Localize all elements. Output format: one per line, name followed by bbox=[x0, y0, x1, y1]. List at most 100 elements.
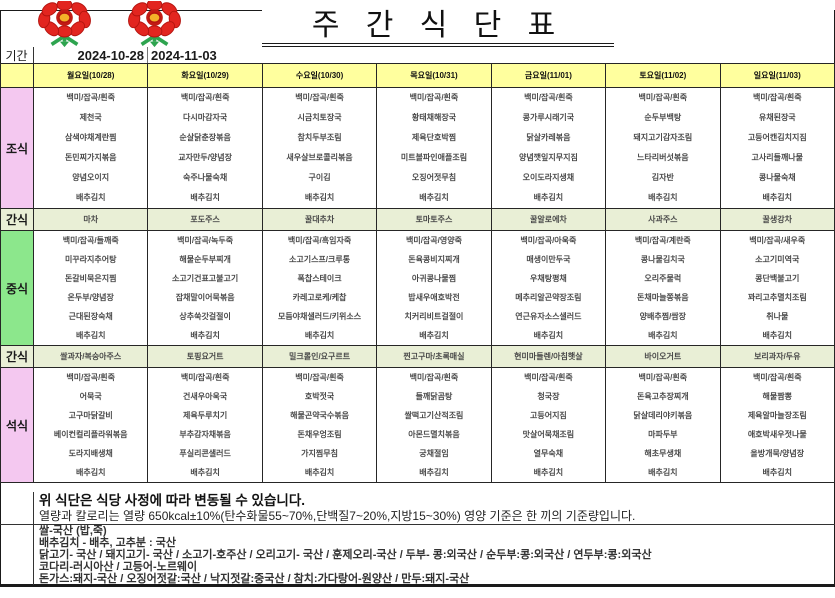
menu-item: 마파두부 bbox=[648, 430, 678, 439]
menu-item: 콩나물김치국 bbox=[640, 255, 685, 264]
menu-item: 백미/잡곡/흰죽 bbox=[66, 373, 116, 382]
snack1-row: 간식 마차 포도주스 꿀대추차 토마토주스 꿀알로에차 사과주스 꿀생강차 bbox=[0, 208, 835, 231]
menu-item: 가지찜무침 bbox=[301, 449, 338, 458]
period-end-date: 2024-11-03 bbox=[151, 47, 217, 63]
lunch-cell: 백미/잡곡/영양죽 돈육콩비지찌개 아귀콩나물찜 밥새우애호박전 치커리비트걸절이 배추김… bbox=[376, 230, 492, 346]
row-label-breakfast: 조식 bbox=[0, 87, 34, 209]
menu-item: 열무숙채 bbox=[533, 449, 564, 458]
menu-item: 배추김치 bbox=[190, 193, 220, 202]
snack2-cell: 토핑요거트 bbox=[147, 345, 263, 368]
lunch-cell: 백미/잡곡/새우죽 소고기미역국 콩단백불고기 꽈리고추멸치조림 취나물 배추김치 bbox=[719, 230, 835, 346]
period-row: 기간 2024-10-28 2024-11-03 bbox=[0, 47, 835, 63]
menu-item: 소고기스프/크루통 bbox=[289, 255, 351, 264]
menu-item: 오징어젓무침 bbox=[411, 173, 457, 182]
menu-item: 닭살카레볶음 bbox=[526, 133, 571, 142]
dinner-cell: 백미/잡곡/흰죽 들깨닭곰탕 쌀떡고기산적조림 아몬드멸치볶음 궁채절임 배추김치 bbox=[376, 367, 492, 483]
menu-item: 제육두루치기 bbox=[183, 411, 228, 420]
flower-icon bbox=[112, 1, 197, 49]
origin-line: 돈가스:돼지-국산 / 오징어젓갈:국산 / 낙지젓갈:중국산 / 참치:가다랑… bbox=[39, 573, 470, 585]
day-header: 일요일(11/03) bbox=[719, 63, 835, 88]
menu-item: 배추김치 bbox=[419, 193, 449, 202]
breakfast-cell: 백미/잡곡/흰죽 콩가루시래기국 닭살카레볶음 양념깻잎지무지짐 오이도라지생채 배추김치 bbox=[490, 87, 607, 209]
footer-notice: 위 식단은 식당 사정에 따라 변동될 수 있습니다. 열량과 칼로리는 열량 … bbox=[0, 492, 835, 524]
menu-item: 새우살브로콜리볶음 bbox=[286, 153, 353, 162]
menu-item: 콩단백불고기 bbox=[755, 274, 800, 283]
menu-item: 참치두부조림 bbox=[297, 133, 342, 142]
menu-item: 배추김치 bbox=[304, 193, 335, 202]
menu-item: 미트볼파인애플조림 bbox=[400, 153, 468, 162]
menu-item: 양념오이지 bbox=[72, 173, 110, 182]
menu-item: 어묵국 bbox=[79, 392, 102, 401]
menu-item: 배추김치 bbox=[762, 331, 792, 340]
snack2-cell: 현미마들렌/아침햇살 bbox=[490, 345, 607, 368]
menu-item: 배추김치 bbox=[648, 331, 678, 340]
lunch-cell: 백미/잡곡/아욱죽 매생이만두국 우채탕평채 메추리알곤약장조림 연근유자소스샐러드 배추… bbox=[490, 230, 607, 346]
menu-item: 잡채말이어묵볶음 bbox=[175, 293, 235, 302]
menu-table: 월요일(10/28) 화요일(10/29) 수요일(10/30) 목요일(10/31)… bbox=[0, 63, 835, 483]
footer-origins: 쌀-국산 (밥,죽) 배추김치 - 배추, 고추분 : 국산 닭고기- 국산 /… bbox=[0, 524, 835, 585]
menu-item: 제육단호박찜 bbox=[411, 133, 457, 142]
breakfast-cell: 백미/잡곡/흰죽 순두부백탕 돼지고기감자조림 느타리버섯볶음 김자반 배추김치 bbox=[605, 87, 721, 209]
menu-item: 김자반 bbox=[651, 173, 674, 182]
period-label: 기간 bbox=[0, 47, 34, 63]
menu-item: 백미/잡곡/흰죽 bbox=[524, 93, 573, 102]
menu-item: 시금치토장국 bbox=[297, 113, 342, 122]
menu-item: 근대된장숙채 bbox=[68, 312, 113, 321]
menu-item: 미꾸라지추어탕 bbox=[64, 255, 117, 264]
snack1-cell: 꿀알로에차 bbox=[490, 208, 607, 231]
menu-item: 들깨닭곰탕 bbox=[415, 392, 453, 401]
snack1-cell: 마차 bbox=[32, 208, 149, 231]
dinner-cell: 백미/잡곡/흰죽 어묵국 고구마닭갈비 베이컨컬리플라워볶음 도라지배생채 배추김치 bbox=[32, 367, 149, 483]
day-header: 목요일(10/31) bbox=[376, 63, 492, 88]
menu-item: 양배추찜/쌈장 bbox=[639, 312, 687, 321]
footer-label-column bbox=[0, 525, 34, 585]
menu-item: 메추리알곤약장조림 bbox=[515, 293, 582, 302]
menu-item: 해물곤약국수볶음 bbox=[290, 411, 349, 420]
menu-item: 고구마닭갈비 bbox=[68, 411, 113, 420]
menu-item: 고등어캔김치지짐 bbox=[747, 133, 807, 142]
corner-cell bbox=[0, 63, 34, 88]
menu-item: 배추김치 bbox=[75, 468, 106, 477]
snack2-cell: 바이오거트 bbox=[605, 345, 721, 368]
snack1-cell: 포도주스 bbox=[147, 208, 263, 231]
menu-item: 황태채해장국 bbox=[411, 113, 457, 122]
menu-item: 부추감자채볶음 bbox=[179, 430, 231, 439]
menu-item: 밥새우애호박전 bbox=[408, 293, 460, 302]
menu-item: 백미/잡곡/흰죽 bbox=[180, 373, 230, 382]
menu-item: 배추김치 bbox=[762, 468, 792, 477]
breakfast-cell: 백미/잡곡/흰죽 제천국 삼색야채계란찜 돈민찌가지볶음 양념오이지 배추김치 bbox=[32, 87, 149, 209]
menu-item: 올방개묵/양념장 bbox=[750, 449, 805, 458]
menu-item: 치커리비트걸절이 bbox=[404, 312, 464, 321]
menu-item: 백미/잡곡/영양죽 bbox=[405, 236, 462, 245]
notice-line-bold: 위 식단은 식당 사정에 따라 변동될 수 있습니다. bbox=[39, 493, 305, 508]
menu-item: 맛살어묵채조림 bbox=[522, 430, 575, 439]
menu-item: 고등어지짐 bbox=[529, 411, 567, 420]
dinner-cell: 백미/잡곡/흰죽 돈육고추장찌개 닭살데리야키볶음 마파두부 해초무생채 배추김치 bbox=[605, 367, 721, 483]
lunch-cell: 백미/잡곡/계란죽 콩나물김치국 오리주물럭 돈채마늘쫑볶음 양배추찜/쌈장 배추김치 bbox=[605, 230, 721, 346]
menu-item: 취나물 bbox=[766, 312, 789, 321]
menu-item: 삼색야채계란찜 bbox=[64, 133, 117, 142]
menu-item: 배추김치 bbox=[190, 468, 220, 477]
menu-item: 쌀떡고기산적조림 bbox=[404, 411, 464, 420]
menu-item: 배추김치 bbox=[419, 468, 449, 477]
snack2-row: 간식 쌀과자/복숭아주스 토핑요거트 밀크롤인/요구르트 찐고구마/초록매실 현미마들렌/… bbox=[0, 345, 835, 368]
menu-item: 돼지고기감자조림 bbox=[633, 133, 693, 142]
menu-item: 아귀콩나물찜 bbox=[411, 274, 457, 283]
day-header: 금요일(11/01) bbox=[490, 63, 607, 88]
menu-item: 푸실리콘샐러드 bbox=[179, 449, 231, 458]
menu-item: 교자만두/양념장 bbox=[178, 153, 232, 162]
menu-item: 애호박새우젓나물 bbox=[747, 430, 807, 439]
snack2-cell: 찐고구마/초록매실 bbox=[376, 345, 492, 368]
menu-item: 백미/잡곡/흑임자죽 bbox=[287, 236, 352, 245]
snack2-cell: 밀크롤인/요구르트 bbox=[261, 345, 378, 368]
notice-line: 열량과 칼로리는 열량 650kcal±10%(탄수화물55~70%,단백질7~… bbox=[39, 509, 636, 523]
origin-line: 배추김치 - 배추, 고추분 : 국산 bbox=[39, 537, 176, 549]
menu-item: 백미/잡곡/아욱죽 bbox=[520, 236, 577, 245]
menu-item: 궁채절임 bbox=[419, 449, 449, 458]
row-label-snack2: 간식 bbox=[0, 345, 34, 368]
menu-item: 돈갈비묵은지찜 bbox=[64, 274, 117, 283]
origin-line: 쌀-국산 (밥,죽) bbox=[39, 525, 107, 537]
menu-item: 청국장 bbox=[537, 392, 560, 401]
flower-icon bbox=[22, 1, 107, 49]
row-label-snack1: 간식 bbox=[0, 208, 34, 231]
